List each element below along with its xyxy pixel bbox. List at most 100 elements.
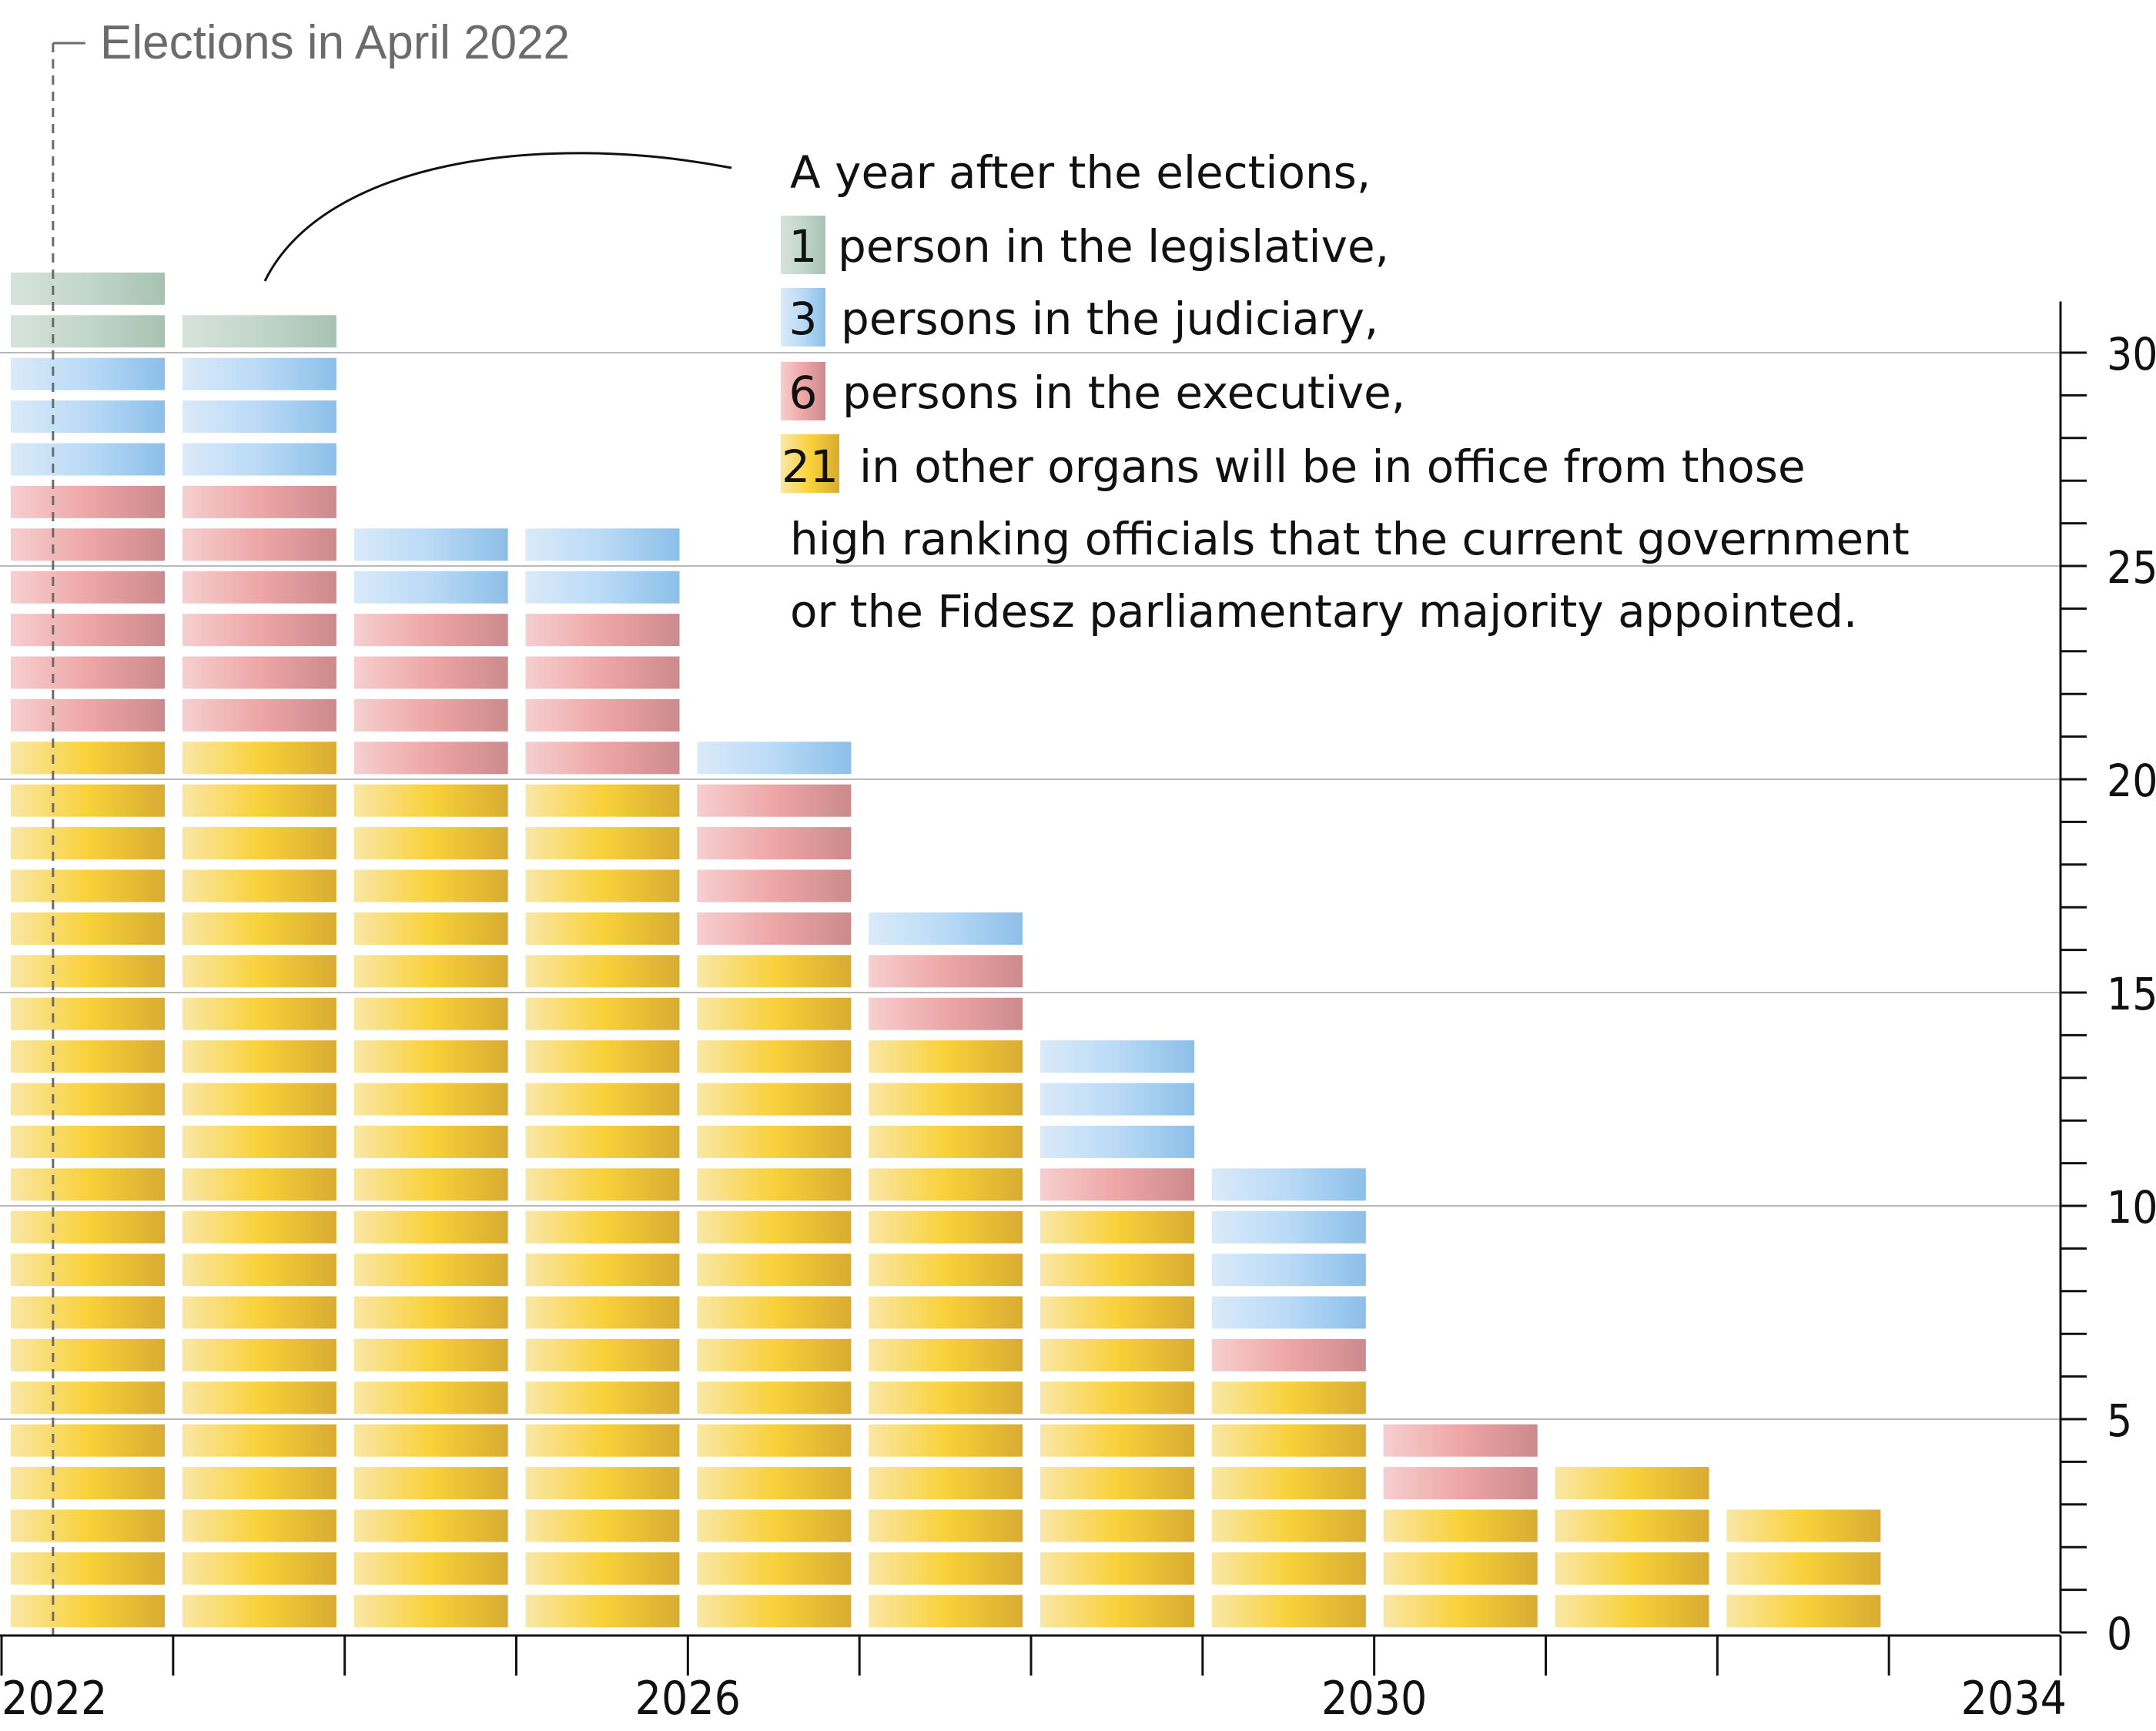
bar-block-other-2025 [525, 1296, 680, 1329]
bar-block-other-2025 [525, 1338, 680, 1371]
bar-block-other-2024 [353, 1254, 508, 1287]
elections-marker: Elections in April 2022 [52, 16, 570, 1636]
bar-block-other-2023 [182, 1595, 336, 1628]
bar-block-other-2023 [182, 1083, 336, 1116]
bar-block-other-2032 [1726, 1509, 1881, 1542]
x-tick-label: 2026 [635, 1672, 741, 1726]
bar-block-judiciary-2029 [1211, 1168, 1366, 1201]
bar-block-other-2025 [525, 1210, 680, 1244]
bar-block-other-2026 [697, 1210, 852, 1244]
bar-block-other-2024 [353, 1552, 508, 1585]
bar-block-executive-2026 [697, 827, 852, 860]
bar-block-executive-2028 [1040, 1168, 1194, 1201]
bar-block-other-2023 [182, 997, 336, 1030]
bar-block-executive-2023 [182, 528, 336, 561]
bar-block-other-2024 [353, 1595, 508, 1628]
bar-block-other-2024 [353, 1040, 508, 1073]
bar-block-executive-2022 [11, 485, 165, 518]
y-tick-label: 0 [2107, 1608, 2132, 1660]
bar-block-executive-2024 [353, 698, 508, 732]
bar-block-executive-2026 [697, 784, 852, 817]
bar-block-judiciary-2024 [353, 571, 508, 604]
bar-block-executive-2022 [11, 614, 165, 647]
annotation-line-5: in other organs will be in office from t… [859, 440, 1806, 493]
bar-block-executive-2027 [869, 997, 1023, 1030]
bar-block-other-2031 [1555, 1595, 1709, 1628]
y-tick-label: 30 [2107, 328, 2156, 380]
bar-block-other-2023 [182, 1296, 336, 1329]
gridlines [0, 352, 2061, 1420]
bar-block-executive-2023 [182, 698, 336, 732]
bar-block-other-2027 [869, 1552, 1023, 1585]
bar-block-other-2023 [182, 1424, 336, 1457]
x-axis: 2022 2026 2030 2034 [0, 1634, 2067, 1726]
y-tick-label: 15 [2107, 968, 2156, 1020]
legislative-swatch [781, 216, 825, 274]
bar-block-executive-2023 [182, 485, 336, 518]
bar-block-judiciary-2025 [525, 571, 680, 604]
bar-block-other-2026 [697, 955, 852, 988]
annotation-line-1: A year after the elections, [790, 146, 1371, 199]
bar-block-other-2022 [11, 1381, 165, 1415]
bar-block-legislative-2023 [182, 315, 336, 348]
bar-block-legislative-2022 [11, 315, 165, 348]
bar-block-other-2031 [1555, 1509, 1709, 1542]
bar-block-other-2027 [869, 1381, 1023, 1415]
bar-block-judiciary-2028 [1040, 1040, 1194, 1073]
bar-block-other-2027 [869, 1083, 1023, 1116]
bar-block-other-2027 [869, 1338, 1023, 1371]
bar-block-executive-2024 [353, 614, 508, 647]
bar-block-other-2024 [353, 1210, 508, 1244]
bar-block-judiciary-2023 [182, 357, 336, 390]
bar-block-other-2032 [1726, 1552, 1881, 1585]
bar-block-other-2024 [353, 1168, 508, 1201]
bar-block-other-2025 [525, 1424, 680, 1457]
bar-block-other-2024 [353, 827, 508, 860]
bar-block-other-2022 [11, 1424, 165, 1457]
annotation-connector [263, 152, 732, 282]
annotation: A year after the elections, 1 person in … [263, 146, 1910, 638]
judiciary-swatch [781, 288, 825, 347]
bar-block-executive-2030 [1383, 1467, 1538, 1500]
bar-block-other-2027 [869, 1168, 1023, 1201]
bar-block-other-2027 [869, 1467, 1023, 1500]
bar-block-other-2026 [697, 1125, 852, 1158]
bar-block-other-2023 [182, 912, 336, 945]
bar-block-other-2026 [697, 1338, 852, 1371]
bar-block-other-2022 [11, 1338, 165, 1371]
bar-block-executive-2022 [11, 528, 165, 561]
bar-block-other-2026 [697, 1168, 852, 1201]
bar-block-other-2026 [697, 997, 852, 1030]
bar-block-other-2022 [11, 1210, 165, 1244]
bar-block-other-2024 [353, 1424, 508, 1457]
bar-block-other-2022 [11, 1509, 165, 1542]
bar-block-other-2023 [182, 1168, 336, 1201]
bar-block-other-2030 [1383, 1552, 1538, 1585]
y-tick-label: 20 [2107, 755, 2156, 807]
bar-block-other-2024 [353, 1467, 508, 1500]
bar-block-judiciary-2025 [525, 528, 680, 561]
bar-block-judiciary-2029 [1211, 1210, 1366, 1244]
other-swatch [781, 434, 839, 493]
bar-block-other-2024 [353, 784, 508, 817]
bar-block-other-2022 [11, 1552, 165, 1585]
bar-block-other-2028 [1040, 1296, 1194, 1329]
bar-block-judiciary-2029 [1211, 1254, 1366, 1287]
bar-block-other-2028 [1040, 1509, 1194, 1542]
bar-block-legislative-2022 [11, 272, 165, 305]
bar-block-other-2023 [182, 827, 336, 860]
bar-block-other-2025 [525, 1254, 680, 1287]
bar-block-other-2026 [697, 1254, 852, 1287]
bar-block-judiciary-2026 [697, 742, 852, 775]
bar-block-other-2022 [11, 1467, 165, 1500]
bar-block-judiciary-2023 [182, 400, 336, 434]
bar-block-other-2025 [525, 1381, 680, 1415]
bar-block-other-2026 [697, 1296, 852, 1329]
bar-block-other-2029 [1211, 1424, 1366, 1457]
other-count: 21 [782, 440, 839, 493]
bar-block-other-2025 [525, 1552, 680, 1585]
bar-block-other-2028 [1040, 1254, 1194, 1287]
y-tick-label: 25 [2107, 541, 2156, 594]
bar-block-other-2025 [525, 1125, 680, 1158]
